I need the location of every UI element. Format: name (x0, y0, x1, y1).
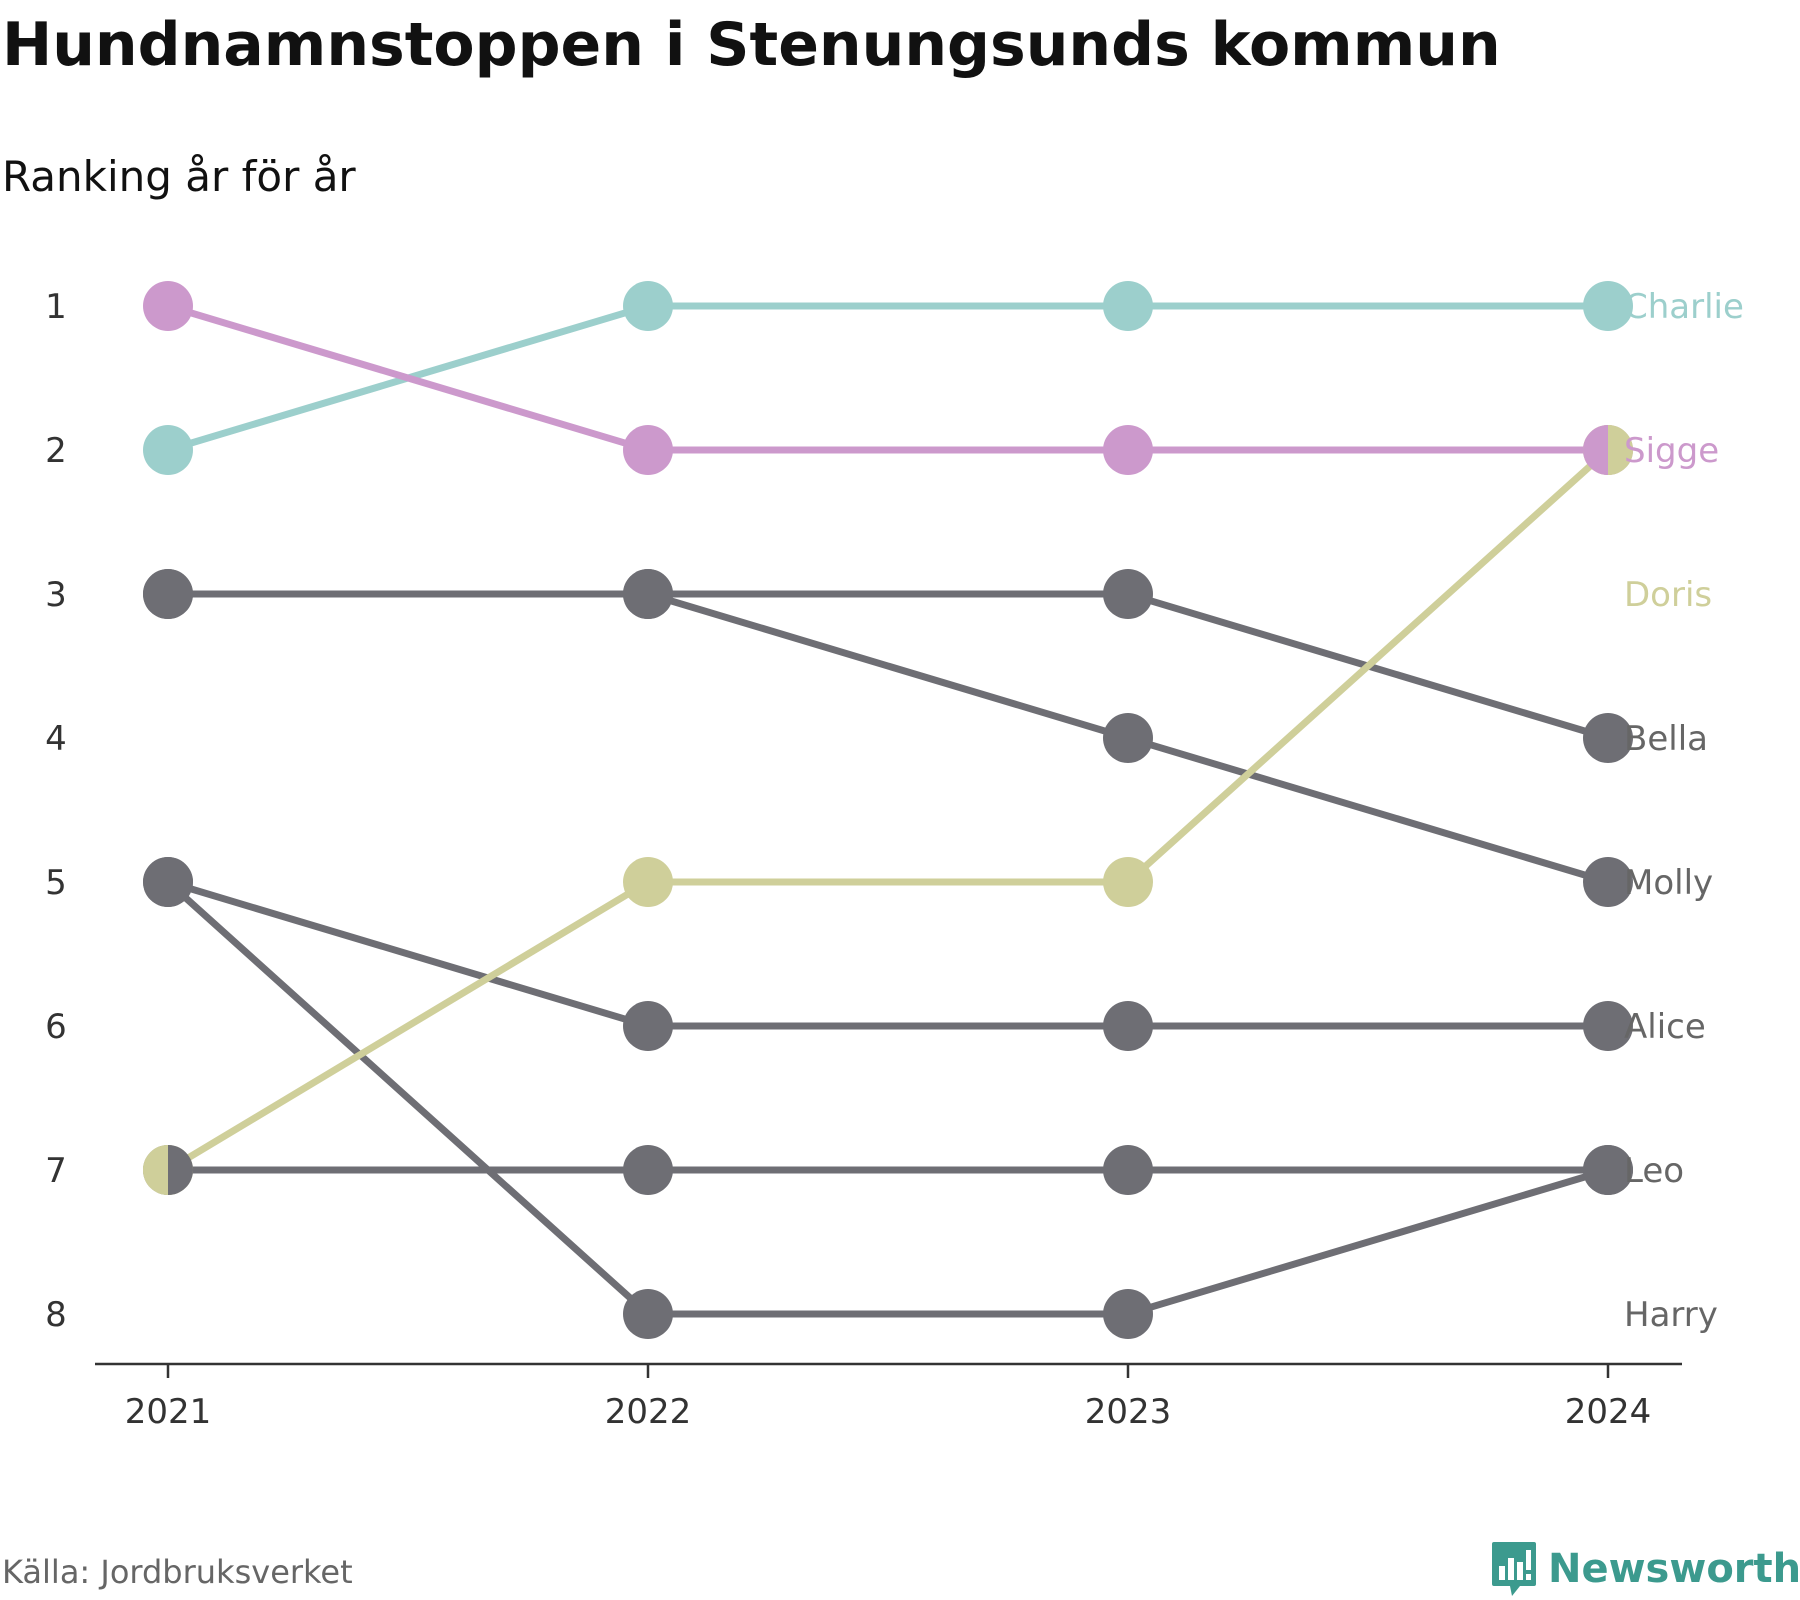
brand-logo: Newsworthy (1490, 1540, 1800, 1598)
data-point-harry (623, 1289, 673, 1339)
series-line-harry (165, 879, 1610, 1318)
series-line-charlie (166, 302, 1608, 454)
data-point-alice (1583, 1001, 1633, 1051)
chart-title: Hundnamnstoppen i Stenungsunds kommun (2, 10, 1501, 80)
data-point-molly (143, 569, 193, 619)
y-tick-label: 1 (45, 287, 67, 327)
data-point-sigge (143, 281, 193, 331)
bar-chart-speech-bubble-icon (1492, 1542, 1536, 1596)
end-label-charlie: Charlie (1624, 287, 1744, 327)
axis-layer: 2021 2022 2023 2024 1 2 3 4 5 6 7 8 (45, 287, 1682, 1432)
data-point-molly (1103, 713, 1153, 763)
data-point-doris-half (143, 1145, 168, 1195)
data-point-leo (1103, 1145, 1153, 1195)
y-tick-label: 3 (45, 575, 67, 615)
x-tick-label: 2024 (1565, 1392, 1652, 1432)
data-point-charlie (1103, 281, 1153, 331)
data-point-bella (1583, 713, 1633, 763)
data-point-alice (1103, 1001, 1153, 1051)
source-note: Källa: Jordbruksverket (2, 1553, 353, 1591)
points-layer (143, 281, 1633, 1339)
y-tick-label: 4 (45, 719, 67, 759)
data-point-doris (623, 857, 673, 907)
data-point-leo-half (168, 1145, 193, 1195)
labels-layer: Charlie Sigge Doris Bella Molly Alice Leo Harry (1624, 287, 1744, 1335)
data-point-charlie (623, 281, 673, 331)
x-tick-label: 2022 (605, 1392, 692, 1432)
data-point-doris (1103, 857, 1153, 907)
x-tick-label: 2023 (1085, 1392, 1172, 1432)
end-label-leo: Leo (1624, 1151, 1684, 1191)
data-point-harry (1583, 1145, 1633, 1195)
data-point-doris-half (1608, 425, 1633, 475)
lines-layer (165, 302, 1611, 1318)
data-point-leo (623, 1145, 673, 1195)
bump-chart: 2021 2022 2023 2024 1 2 3 4 5 6 7 8 Charlie Sigge Dor… (45, 281, 1744, 1432)
y-tick-label: 8 (45, 1295, 67, 1335)
data-point-bella (1103, 569, 1153, 619)
data-point-charlie (1583, 281, 1633, 331)
end-label-alice: Alice (1624, 1007, 1706, 1047)
data-point-sigge (623, 425, 673, 475)
y-tick-label: 6 (45, 1007, 67, 1047)
end-label-doris: Doris (1624, 575, 1712, 615)
chart-subtitle: Ranking år för år (2, 152, 356, 201)
end-label-sigge: Sigge (1624, 431, 1719, 471)
y-tick-label: 2 (45, 431, 67, 471)
data-point-harry (1103, 1289, 1153, 1339)
end-label-bella: Bella (1624, 719, 1708, 759)
y-tick-label: 5 (45, 863, 67, 903)
x-tick-label: 2021 (125, 1392, 212, 1432)
data-point-molly (1583, 857, 1633, 907)
series-line-sigge (166, 302, 1608, 454)
data-point-sigge-half (1583, 425, 1608, 475)
data-point-sigge (1103, 425, 1153, 475)
end-label-harry: Harry (1624, 1295, 1718, 1335)
end-label-molly: Molly (1624, 863, 1713, 903)
series-line-molly (168, 590, 1610, 886)
series-line-doris (166, 447, 1611, 1174)
data-point-charlie (143, 425, 193, 475)
data-point-harry (143, 857, 193, 907)
data-point-alice (623, 1001, 673, 1051)
brand-name: Newsworthy (1548, 1546, 1800, 1592)
series-line-alice (166, 878, 1608, 1030)
y-tick-label: 7 (45, 1151, 67, 1191)
data-point-molly (623, 569, 673, 619)
